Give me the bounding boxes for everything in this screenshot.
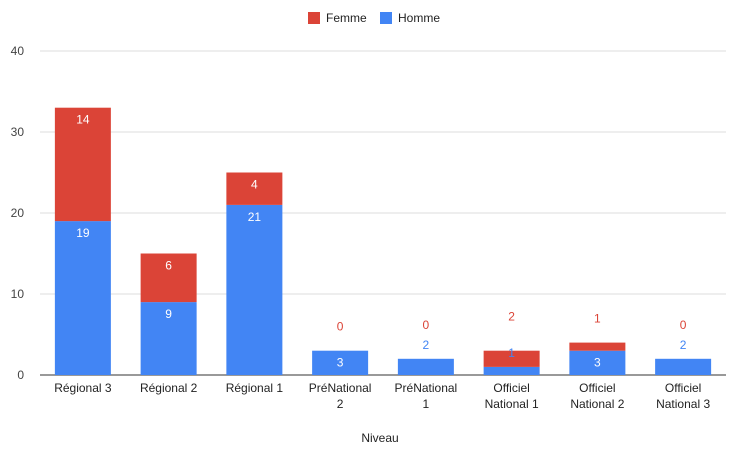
x-tick-label: Officiel <box>579 381 615 395</box>
bar-homme <box>483 366 540 375</box>
x-tick-label: Régional 1 <box>226 381 284 395</box>
bar-homme <box>569 350 626 375</box>
data-label-femme: 1 <box>594 312 601 326</box>
bar-homme <box>397 358 454 375</box>
data-label-femme: 14 <box>76 113 90 127</box>
data-label-femme: 6 <box>165 259 172 273</box>
y-tick-label: 30 <box>11 125 25 139</box>
bar-homme <box>54 221 111 375</box>
y-axis: 0 10 20 30 40 <box>11 44 25 382</box>
data-label-homme: 3 <box>337 356 344 370</box>
x-tick-label: 2 <box>337 397 344 411</box>
x-tick-label: Régional 3 <box>54 381 112 395</box>
bars <box>54 107 712 375</box>
x-tick-label: Officiel <box>493 381 529 395</box>
bar-homme <box>226 204 283 375</box>
data-label-homme: 2 <box>680 338 687 352</box>
x-tick-label: Régional 2 <box>140 381 198 395</box>
y-tick-label: 40 <box>11 44 25 58</box>
y-tick-label: 20 <box>11 206 25 220</box>
legend-label-femme: Femme <box>326 11 367 25</box>
data-label-homme: 19 <box>76 226 90 240</box>
data-label-homme: 2 <box>423 338 430 352</box>
bar-femme <box>54 107 111 222</box>
bar-homme <box>312 350 369 375</box>
x-tick-label: 1 <box>423 397 430 411</box>
data-label-femme: 2 <box>508 310 515 324</box>
data-label-femme: 0 <box>680 318 687 332</box>
y-tick-label: 10 <box>11 287 25 301</box>
legend[interactable]: Femme Homme <box>308 11 440 25</box>
x-tick-label: PréNational <box>309 381 372 395</box>
data-label-femme: 0 <box>337 320 344 334</box>
data-labels: 19 14 9 6 21 4 3 0 2 0 1 2 3 1 2 0 <box>76 113 687 370</box>
data-label-homme: 21 <box>248 210 262 224</box>
x-axis: Régional 3 Régional 2 Régional 1 PréNationa… <box>54 381 710 411</box>
legend-swatch-femme <box>308 12 320 24</box>
legend-label-homme: Homme <box>398 11 440 25</box>
x-tick-label: National 2 <box>570 397 624 411</box>
bar-homme <box>140 302 197 375</box>
bar-homme <box>655 358 712 375</box>
legend-swatch-homme <box>380 12 392 24</box>
x-tick-label: National 1 <box>485 397 539 411</box>
bar-femme <box>140 253 197 303</box>
x-tick-label: PréNational <box>395 381 458 395</box>
data-label-homme: 1 <box>508 346 515 360</box>
y-tick-label: 0 <box>17 368 24 382</box>
data-label-homme: 9 <box>165 307 172 321</box>
bar-femme <box>569 342 626 351</box>
data-label-femme: 4 <box>251 178 258 192</box>
bar-femme <box>226 172 283 205</box>
x-axis-label: Niveau <box>361 431 398 445</box>
bar-femme <box>483 350 540 367</box>
data-label-femme: 0 <box>423 318 430 332</box>
x-tick-label: National 3 <box>656 397 710 411</box>
x-tick-label: Officiel <box>665 381 701 395</box>
data-label-homme: 3 <box>594 356 601 370</box>
